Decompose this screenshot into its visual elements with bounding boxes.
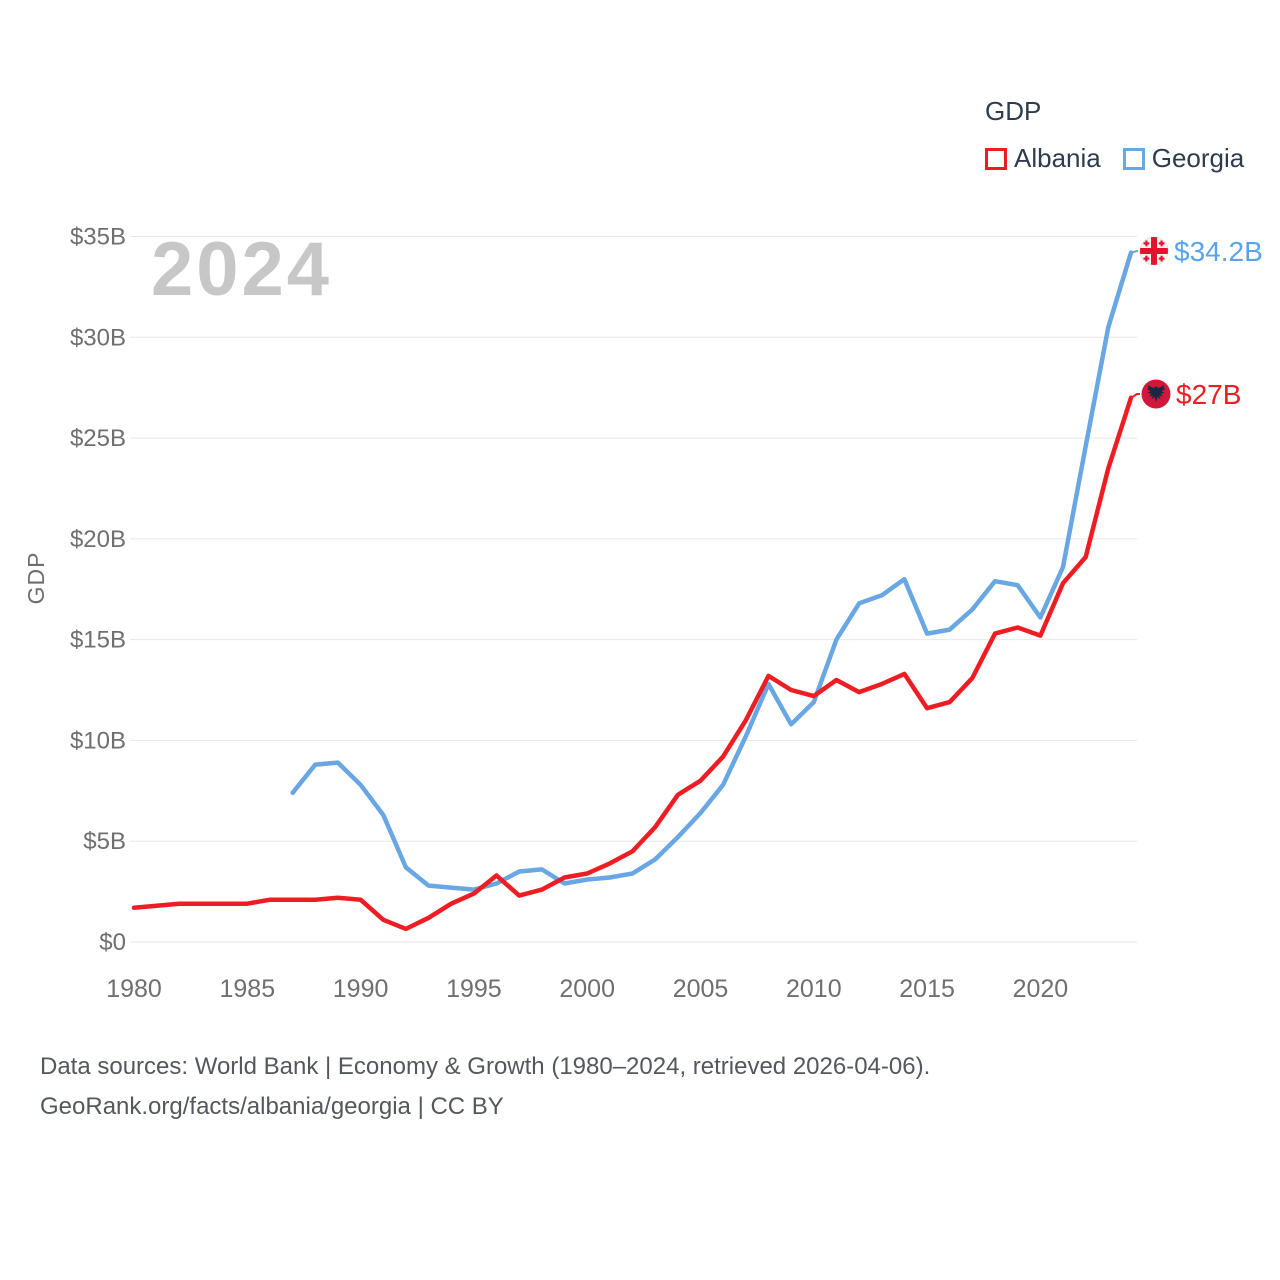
x-tick-label: 2015 <box>899 975 955 1003</box>
x-tick-label: 1980 <box>106 975 162 1003</box>
footer-attribution-line: GeoRank.org/facts/albania/georgia | CC B… <box>40 1093 504 1120</box>
albania-leader-line <box>1130 393 1140 399</box>
y-tick-label: $35B <box>70 224 126 251</box>
x-tick-label: 1995 <box>446 975 502 1003</box>
georgia-flag-icon <box>1139 236 1169 266</box>
footer-sources-line: Data sources: World Bank | Economy & Gro… <box>40 1053 931 1080</box>
georgia-swatch-icon <box>1122 147 1145 170</box>
y-tick-label: $5B <box>83 828 126 855</box>
x-tick-label: 2000 <box>559 975 615 1003</box>
georgia-line[interactable] <box>290 250 1134 892</box>
year-watermark: 2024 <box>151 227 333 312</box>
legend-item-georgia[interactable]: Georgia <box>1122 143 1245 174</box>
albania-flag-icon <box>1141 379 1171 409</box>
y-tick-label: $30B <box>70 324 126 351</box>
plot-area: $0 $5B $10B $15B $20B $25B $30B $35B 1980 1985 199… <box>70 224 1140 1003</box>
legend-label-georgia: Georgia <box>1151 143 1245 173</box>
y-tick-label: $20B <box>70 526 126 553</box>
albania-line[interactable] <box>131 395 1134 932</box>
albania-swatch-icon <box>985 147 1007 170</box>
y-tick-label: $10B <box>70 727 126 754</box>
x-tick-label: 2020 <box>1013 975 1069 1003</box>
x-tick-label: 2010 <box>786 975 842 1003</box>
legend-row: Albania Georgia <box>985 143 1244 174</box>
y-tick-label: $25B <box>70 425 126 452</box>
chart-legend: GDP Albania Georgia <box>985 96 1244 174</box>
legend-title: GDP <box>985 96 1042 126</box>
georgia-end-value: $34.2B <box>1174 236 1263 267</box>
x-tick-label: 1985 <box>219 975 275 1003</box>
y-tick-label: $15B <box>70 627 126 654</box>
legend-item-albania[interactable]: Albania <box>985 143 1101 174</box>
legend-label-albania: Albania <box>1014 143 1101 173</box>
chart-footer: Data sources: World Bank | Economy & Gro… <box>40 1047 930 1127</box>
y-tick-label: $0 <box>99 929 126 956</box>
y-axis-title: GDP <box>23 552 49 605</box>
x-tick-label: 1990 <box>333 975 389 1003</box>
x-tick-label: 2005 <box>673 975 729 1003</box>
georgia-leader-line <box>1130 250 1138 254</box>
albania-end-value: $27B <box>1176 379 1241 410</box>
